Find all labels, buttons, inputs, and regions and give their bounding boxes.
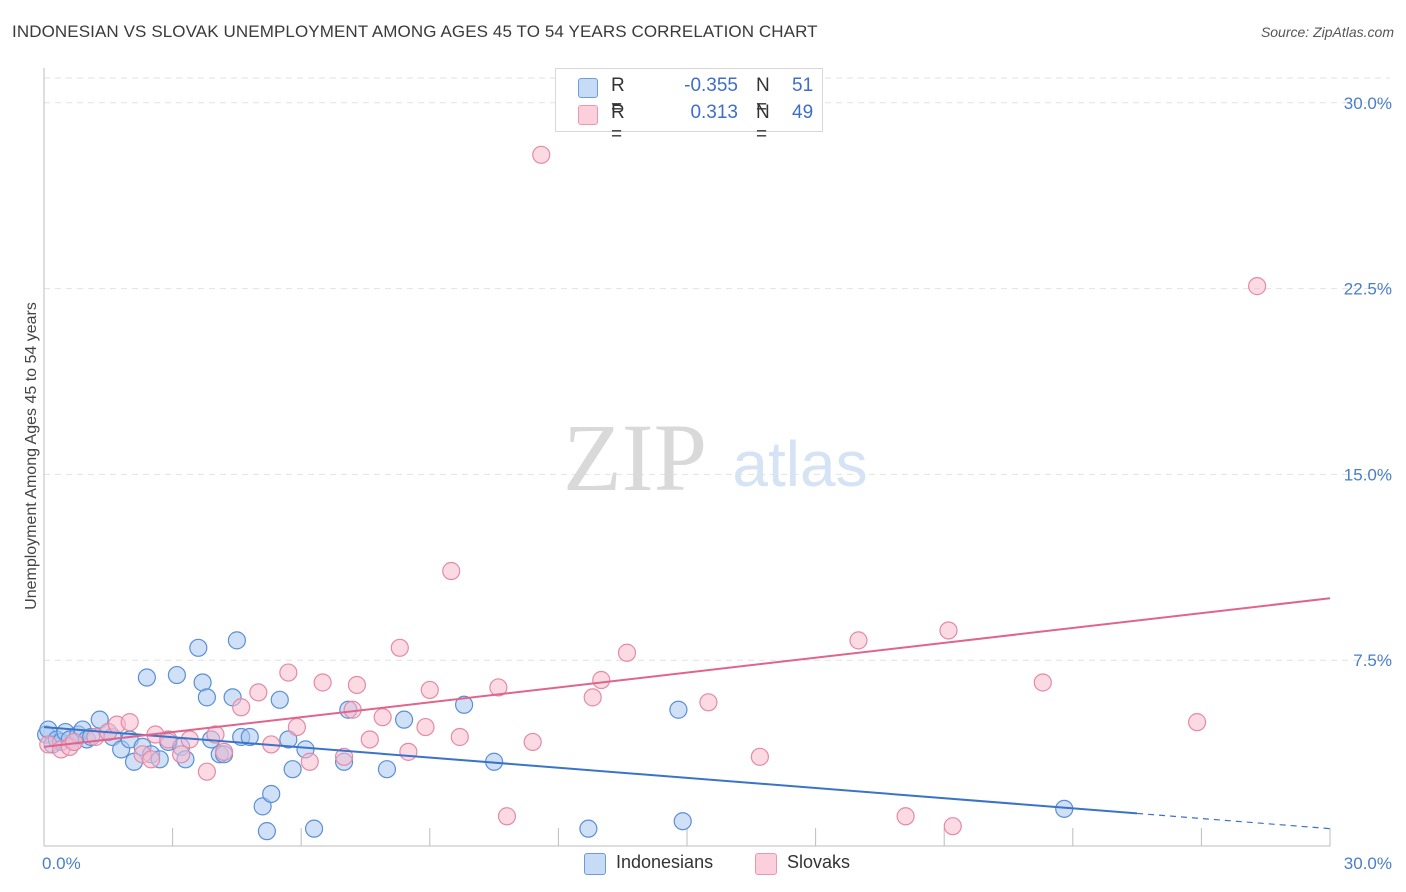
slovak-point (347, 675, 367, 695)
legend-r-value: 0.313 (690, 102, 738, 123)
slovak-point (896, 807, 915, 826)
y-tick-label: 22.5% (1344, 280, 1392, 299)
correlation-legend: R = -0.355 N = 51 R = 0.313 N = 49 (555, 68, 823, 145)
slovak-point (249, 683, 268, 702)
indonesian-point (454, 695, 474, 714)
slovak-point (334, 747, 354, 766)
slovaks-legend-swatch (755, 853, 777, 875)
indonesians-legend-swatch (584, 853, 606, 875)
indonesians-trend-line (43, 726, 1138, 815)
slovak-point (287, 717, 307, 737)
slovaks-swatch (578, 105, 598, 125)
watermark-zip: ZIP (563, 404, 707, 511)
indonesian-point (137, 668, 156, 687)
slovak-point (699, 693, 718, 712)
slovak-point (1033, 673, 1052, 692)
slovak-point (450, 727, 469, 747)
slovaks-legend-label: Slovaks (787, 852, 851, 872)
chart-title: INDONESIAN VS SLOVAK UNEMPLOYMENT AMONG … (12, 22, 818, 41)
slovak-point (939, 621, 958, 640)
indonesian-point (270, 690, 289, 709)
source-credit: Source: ZipAtlas.com (1260, 24, 1394, 40)
watermark-atlas: atlas (732, 428, 867, 500)
slovak-point (849, 631, 868, 650)
slovak-point (120, 713, 139, 732)
x-tick-labels: 0.0% 30.0% (42, 854, 1392, 873)
y-axis-label: Unemployment Among Ages 45 to 54 years (23, 302, 40, 610)
slovak-point (617, 643, 637, 662)
slovak-point (592, 670, 611, 690)
indonesian-point (377, 760, 397, 779)
indonesian-point (253, 797, 272, 816)
legend-n-value: 49 (792, 102, 814, 123)
legend-r-value: -0.355 (684, 75, 738, 96)
slovak-point (373, 708, 392, 727)
watermark: ZIP atlas (563, 404, 868, 511)
x-tick-label-max: 30.0% (1344, 854, 1392, 873)
slovak-point (206, 725, 225, 744)
slovak-point (943, 817, 962, 836)
slovaks-trend-line (43, 597, 1331, 748)
legend-r-label: R = (611, 75, 625, 118)
slovak-point (172, 745, 191, 764)
slovak-point (142, 750, 161, 769)
slovak-point (159, 730, 178, 749)
slovak-point (313, 673, 332, 692)
y-tick-label: 7.5% (1353, 651, 1392, 670)
slovak-point (497, 807, 517, 826)
indonesian-point (673, 812, 692, 831)
slovak-point (279, 663, 298, 682)
slovak-point (360, 730, 379, 749)
slovak-point (420, 680, 439, 700)
indonesian-point (304, 819, 324, 838)
slovak-point (1188, 713, 1207, 732)
slovak-point (390, 638, 409, 657)
y-tick-label: 30.0% (1344, 94, 1392, 113)
legend-n-value: 51 (792, 75, 814, 96)
indonesian-point (262, 784, 281, 804)
indonesian-point (189, 638, 208, 657)
indonesian-point (257, 822, 277, 841)
slovak-point (232, 698, 251, 717)
axes (43, 68, 1331, 847)
indonesian-point (197, 688, 216, 707)
legend-n-label: N = (756, 102, 770, 145)
slovak-point (532, 145, 551, 164)
slovak-point (523, 732, 542, 752)
slovak-point (197, 762, 216, 781)
gridlines (44, 77, 1390, 661)
indonesians-legend-label: Indonesians (616, 852, 714, 872)
y-tick-labels: 7.5% 15.0% 22.5% 30.0% (1344, 94, 1392, 670)
indonesians-swatch (578, 78, 598, 98)
indonesian-point (167, 665, 186, 685)
slovak-point (489, 678, 508, 697)
indonesian-point (240, 727, 259, 747)
slovak-point (750, 747, 769, 766)
slovak-point (399, 742, 418, 761)
slovak-point (442, 561, 461, 581)
indonesian-point (227, 631, 246, 650)
indonesian-point (394, 710, 414, 729)
slovak-point (416, 717, 435, 737)
trend-lines (43, 597, 1331, 830)
indonesians-trend-extension (1137, 812, 1331, 830)
indonesian-point (279, 730, 298, 749)
legend-r-label: R = (611, 102, 625, 145)
indonesian-point (90, 710, 109, 729)
indonesian-point (669, 700, 688, 719)
slovak-point (214, 742, 234, 761)
y-tick-label: 15.0% (1344, 465, 1392, 484)
indonesian-point (283, 760, 302, 779)
slovak-point (583, 688, 602, 707)
legend-n-label: N = (756, 75, 770, 118)
slovak-point (1248, 277, 1267, 296)
indonesian-point (579, 819, 598, 838)
series-slovaks (39, 145, 1267, 836)
x-tick-label-min: 0.0% (42, 854, 81, 873)
slovak-point (300, 752, 319, 771)
